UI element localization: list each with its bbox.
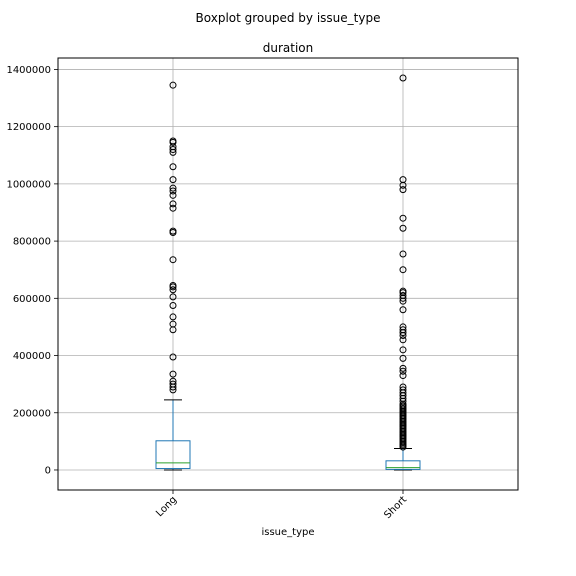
outlier-point: [169, 184, 177, 192]
chart-suptitle: Boxplot grouped by issue_type: [196, 11, 381, 25]
outlier-point: [399, 266, 407, 274]
outlier-point: [169, 313, 177, 321]
y-tick-label: 1200000: [6, 122, 51, 133]
outlier-point: [169, 81, 177, 89]
outlier-point: [169, 293, 177, 301]
box-group-short: [385, 74, 421, 471]
outlier-point: [169, 281, 177, 289]
outlier-point: [399, 336, 407, 344]
outlier-point: [169, 163, 177, 171]
box-group-long: [155, 81, 191, 471]
outlier-point: [399, 306, 407, 314]
outlier-point: [169, 187, 177, 195]
outlier-point: [169, 380, 177, 388]
y-tick-label: 1000000: [6, 179, 51, 190]
outlier-point: [399, 386, 407, 394]
outlier-point: [399, 383, 407, 391]
boxes-layer: [155, 74, 421, 471]
outlier-point: [169, 204, 177, 212]
y-tick-label: 0: [45, 465, 51, 476]
outlier-point: [399, 346, 407, 354]
outlier-point: [399, 372, 407, 380]
x-tick-label: Long: [154, 494, 179, 519]
iqr-box: [385, 460, 421, 470]
outlier-point: [169, 256, 177, 264]
x-axis-ticks: Long Short: [154, 490, 409, 521]
outlier-point: [169, 176, 177, 184]
chart-title: duration: [263, 41, 314, 55]
outlier-point: [169, 137, 177, 145]
y-tick-label: 200000: [13, 408, 51, 419]
outlier-point: [399, 367, 407, 375]
outlier-point: [399, 250, 407, 258]
outlier-point: [169, 286, 177, 294]
outlier-point: [399, 364, 407, 372]
outlier-point: [169, 227, 177, 235]
y-axis-ticks: 0 200000 400000 600000 800000 1000000 1200000 1…: [6, 65, 58, 476]
outlier-point: [169, 191, 177, 199]
outlier-point: [169, 200, 177, 208]
outlier-point: [399, 214, 407, 222]
outlier-point: [169, 146, 177, 154]
outlier-point: [399, 186, 407, 194]
outlier-point: [169, 370, 177, 378]
grid-layer: [58, 58, 518, 490]
y-tick-label: 1400000: [6, 65, 51, 76]
y-tick-label: 800000: [13, 237, 51, 248]
outlier-point: [169, 353, 177, 361]
x-axis-label: issue_type: [261, 527, 314, 538]
outlier-point: [399, 291, 407, 299]
plot-frame: [57, 57, 519, 491]
outlier-point: [169, 377, 177, 385]
outlier-point: [169, 301, 177, 309]
y-tick-label: 400000: [13, 351, 51, 362]
outlier-point: [399, 323, 407, 331]
outlier-point: [169, 320, 177, 328]
outlier-point: [399, 176, 407, 184]
outlier-point: [399, 74, 407, 82]
y-tick-label: 600000: [13, 294, 51, 305]
outlier-point: [399, 287, 407, 295]
outlier-point: [399, 354, 407, 362]
x-tick-label: Short: [382, 494, 409, 521]
outlier-point: [399, 224, 407, 232]
outlier-point: [399, 326, 407, 334]
iqr-box: [155, 440, 191, 470]
